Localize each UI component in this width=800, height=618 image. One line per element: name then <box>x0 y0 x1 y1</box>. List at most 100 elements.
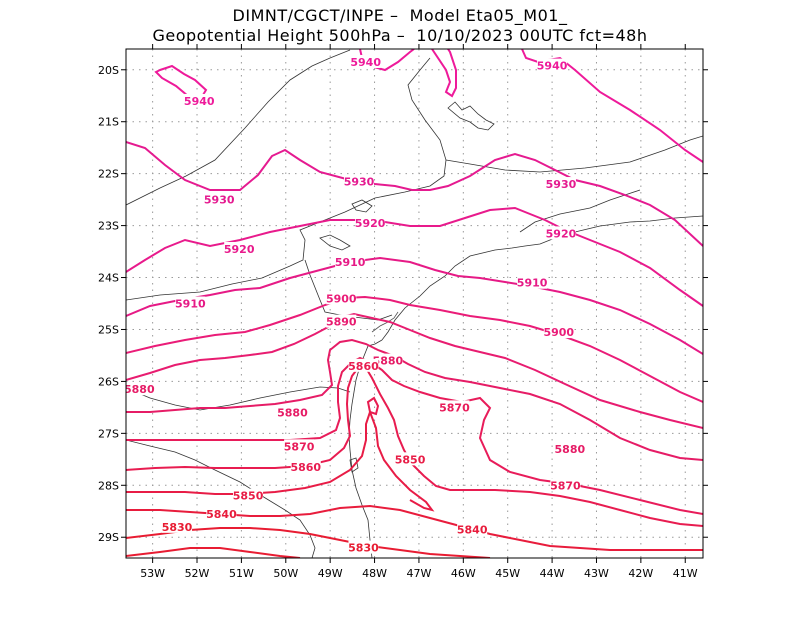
lon-tick-label: 53W <box>140 567 165 580</box>
lon-tick-label: 48W <box>362 567 387 580</box>
contour-label-bg <box>344 174 375 188</box>
contour-label-bg <box>550 478 581 492</box>
contour-label: 5920 <box>224 243 255 256</box>
contour-label-bg <box>335 254 366 268</box>
contour-label: 5880 <box>124 383 155 396</box>
contour-label-bg <box>545 226 576 240</box>
contour-label: 5910 <box>517 277 548 290</box>
lon-tick-label: 50W <box>273 567 298 580</box>
contour-label-bg <box>277 405 308 419</box>
lat-tick-label: 29S <box>98 531 119 544</box>
contour-5910 <box>126 256 703 355</box>
contour-label: 5850 <box>233 490 264 503</box>
contour-label-bg <box>439 400 470 414</box>
contour-label: 5830 <box>162 521 193 534</box>
lat-tick-label: 21S <box>98 116 119 129</box>
lon-tick-label: 51W <box>229 567 254 580</box>
contour-label: 5930 <box>344 175 375 188</box>
contour-5940 <box>431 49 457 98</box>
contour-5940 <box>521 49 703 163</box>
contour-label-bg <box>290 460 321 474</box>
contour-label: 5880 <box>277 407 308 420</box>
contour-label: 5930 <box>546 178 577 191</box>
lon-tick-label: 41W <box>673 567 698 580</box>
plot-frame <box>125 48 704 559</box>
contour-label: 5940 <box>537 60 568 73</box>
state-border <box>126 439 316 558</box>
coastline-and-borders <box>126 49 703 558</box>
contour-label-bg <box>126 382 155 396</box>
contour-5860-tail <box>470 489 703 527</box>
contour-label: 5940 <box>184 95 215 108</box>
lat-tick-label: 24S <box>98 272 119 285</box>
contour-label: 5840 <box>457 523 488 536</box>
contour-label-bg <box>537 58 568 72</box>
contour-label-bg <box>554 441 585 455</box>
contour-label: 5890 <box>326 316 357 329</box>
contour-5890 <box>126 312 703 429</box>
lat-tick-label: 28S <box>98 479 119 492</box>
contour-5830 <box>126 547 301 558</box>
contour-label: 5830 <box>348 542 379 555</box>
lon-tick-label: 43W <box>584 567 609 580</box>
axis-ticks: 20S 21S 22S 23S 24S 25S 26S 27S 28S 29S 53W 52W 51W 5… <box>98 44 708 580</box>
contour-label-bg <box>162 519 193 533</box>
contour-label-bg <box>233 488 264 502</box>
contour-5900 <box>126 295 703 403</box>
contour-label: 5860 <box>348 360 379 373</box>
contour-label-bg <box>372 353 403 367</box>
contour-label-bg <box>204 192 235 206</box>
lat-tick-label: 26S <box>98 375 119 388</box>
lat-tick-label: 20S <box>98 64 119 77</box>
contour-5920 <box>126 206 703 307</box>
contour-5850 <box>126 409 435 512</box>
contour-label-bg <box>395 452 426 466</box>
contour-labels: 5940 5940 5940 5930 5930 5930 5920 5920 5920 5910… <box>124 54 586 555</box>
state-border <box>126 49 351 206</box>
contour-label: 5930 <box>204 194 235 207</box>
lat-tick-label: 25S <box>98 323 119 336</box>
reservoir <box>319 234 351 251</box>
contour-label-bg <box>457 522 488 536</box>
lat-tick-label: 23S <box>98 220 119 233</box>
height-contours <box>126 49 703 558</box>
contour-label-bg <box>175 296 206 310</box>
contour-label-bg <box>206 506 237 520</box>
contour-label: 5850 <box>395 453 426 466</box>
contour-label: 5860 <box>290 461 321 474</box>
contour-label: 5940 <box>350 56 381 69</box>
contour-label-bg <box>350 54 381 68</box>
lon-tick-label: 46W <box>451 567 476 580</box>
lat-tick-label: 22S <box>98 168 119 181</box>
contour-label: 5870 <box>550 479 581 492</box>
contour-label-bg <box>348 540 379 554</box>
contour-label-bg <box>224 241 255 255</box>
contour-label-bg <box>348 358 379 372</box>
contour-label: 5920 <box>355 217 386 230</box>
contour-label: 5920 <box>546 227 577 240</box>
state-border <box>445 135 703 173</box>
contour-label-bg <box>284 439 315 453</box>
reservoir <box>351 199 373 213</box>
lat-tick-label: 27S <box>98 427 119 440</box>
contour-label: 5880 <box>555 443 586 456</box>
contour-label-bg <box>517 275 548 289</box>
contour-label: 5910 <box>175 298 206 311</box>
contour-5870 <box>126 356 703 515</box>
contour-label: 5870 <box>439 401 470 414</box>
state-border <box>519 189 641 233</box>
lat-lon-grid <box>126 49 703 558</box>
lon-tick-label: 52W <box>185 567 210 580</box>
contour-label-bg <box>184 93 215 107</box>
map-title-line-1: DIMNT/CGCT/INPE – Model Eta05_M01_ <box>232 6 568 25</box>
lon-tick-label: 47W <box>407 567 432 580</box>
contour-label-bg <box>543 325 574 339</box>
contour-label: 5900 <box>543 326 574 339</box>
lon-tick-label: 42W <box>628 567 653 580</box>
contour-label: 5910 <box>335 256 366 269</box>
contour-5930 <box>126 141 703 247</box>
state-border <box>304 259 393 321</box>
contour-label-bg <box>326 314 357 328</box>
lon-tick-label: 49W <box>318 567 343 580</box>
